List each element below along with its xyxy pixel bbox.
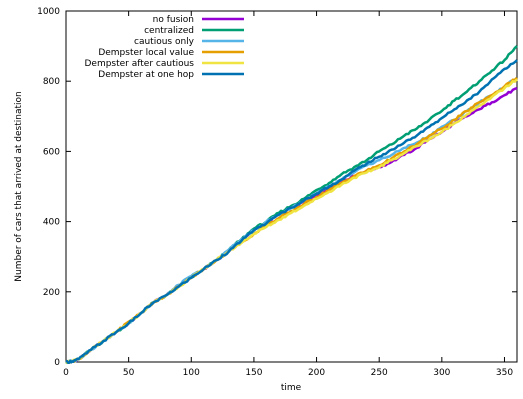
x-tick-label: 100 xyxy=(183,368,200,378)
x-tick-label: 150 xyxy=(245,368,262,378)
x-tick-label: 300 xyxy=(433,368,450,378)
axis-ticks: 0 50 100 150 200 250 300 350 0 200 400 600 800 1000 xyxy=(37,7,517,378)
y-axis-label: Number of cars that arrived at destinati… xyxy=(14,91,24,281)
y-tick-label: 200 xyxy=(43,288,60,298)
plot-area-frame xyxy=(65,10,518,363)
y-tick-label: 400 xyxy=(43,218,60,228)
x-axis-label: time xyxy=(281,383,302,393)
legend-label: cautious only xyxy=(134,37,195,47)
legend-label: centralized xyxy=(144,26,194,36)
series-lines xyxy=(65,45,518,365)
y-tick-label: 800 xyxy=(43,77,60,87)
legend-label: Dempster local value xyxy=(98,48,194,58)
y-tick-label: 0 xyxy=(54,358,60,368)
x-tick-label: 350 xyxy=(496,368,513,378)
x-tick-label: 0 xyxy=(63,368,69,378)
x-tick-label: 200 xyxy=(308,368,325,378)
x-tick-label: 50 xyxy=(123,368,135,378)
x-tick-label: 250 xyxy=(371,368,388,378)
y-tick-label: 1000 xyxy=(37,7,60,17)
legend-label: Dempster after cautious xyxy=(84,59,194,69)
series-line-centralized xyxy=(65,45,518,365)
series-line-dempster-at-one-hop xyxy=(65,59,518,364)
legend-label: no fusion xyxy=(153,15,194,25)
y-tick-label: 600 xyxy=(43,147,60,157)
legend-label: Dempster at one hop xyxy=(98,70,194,80)
